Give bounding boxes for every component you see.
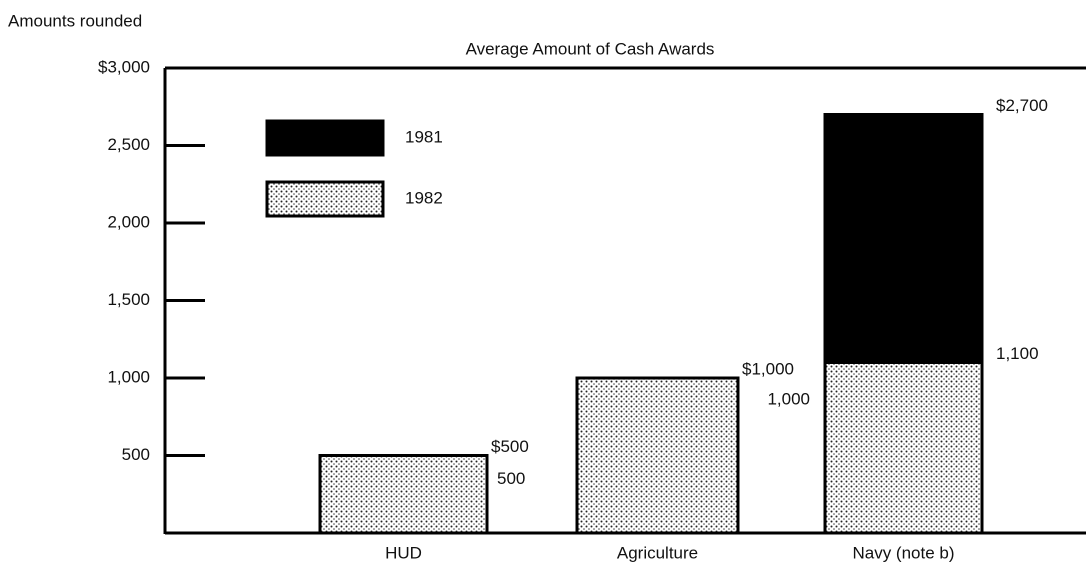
data-label: 500 bbox=[497, 469, 525, 488]
x-tick-label: Navy (note b) bbox=[852, 543, 954, 562]
legend-swatch bbox=[265, 119, 385, 157]
y-tick-label: 2,000 bbox=[107, 212, 150, 231]
y-tick-label: 2,500 bbox=[107, 135, 150, 154]
y-axis-label: Amounts rounded bbox=[8, 11, 142, 30]
y-tick-label: 1,000 bbox=[107, 367, 150, 386]
chart-title: Average Amount of Cash Awards bbox=[466, 39, 715, 58]
data-label: $2,700 bbox=[996, 96, 1048, 115]
y-tick-label: $3,000 bbox=[98, 57, 150, 76]
data-label: 1,000 bbox=[767, 389, 810, 408]
data-label: $500 bbox=[491, 437, 529, 456]
x-tick-label: Agriculture bbox=[617, 543, 698, 562]
legend-swatch bbox=[265, 180, 385, 218]
bar bbox=[575, 376, 740, 535]
bar bbox=[823, 361, 984, 535]
legend-label: 1981 bbox=[405, 127, 443, 146]
x-tick-label: HUD bbox=[385, 543, 422, 562]
data-label: $1,000 bbox=[742, 359, 794, 378]
y-tick-label: 1,500 bbox=[107, 290, 150, 309]
y-tick-label: 500 bbox=[122, 445, 150, 464]
legend-label: 1982 bbox=[405, 188, 443, 207]
data-label: 1,100 bbox=[996, 344, 1039, 363]
bar bbox=[318, 454, 489, 535]
